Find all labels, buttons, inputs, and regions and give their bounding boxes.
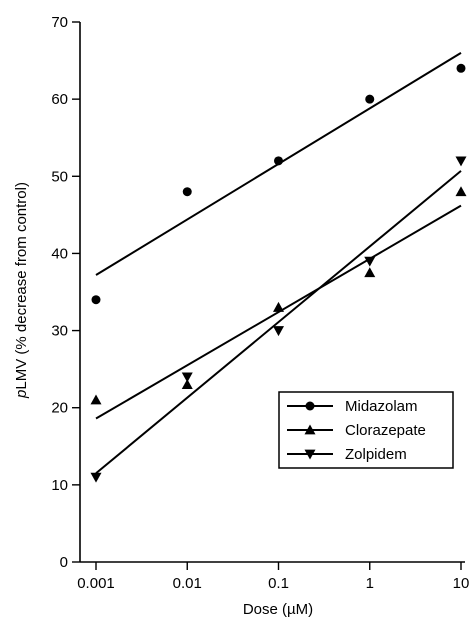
x-axis-title: Dose (µM) — [243, 601, 313, 618]
legend-label-clorazepate: Clorazepate — [345, 422, 426, 439]
fit-line-clorazepate — [95, 204, 462, 420]
y-tick-label: 10 — [51, 477, 68, 494]
data-point-midazolam — [91, 295, 101, 305]
data-point-zolpidem — [455, 156, 467, 167]
x-axis: 0.001 0.01 0.1 1 10 — [77, 561, 469, 592]
x-tick-label: 0.01 — [173, 575, 202, 592]
data-point-clorazepate — [181, 379, 193, 389]
y-axis: 0 10 20 30 40 50 60 70 — [51, 14, 81, 571]
y-tick-label: 70 — [51, 14, 68, 31]
legend-marker-zolpidem — [304, 449, 316, 460]
y-ticks: 0 10 20 30 40 50 60 70 — [51, 14, 80, 571]
y-tick-label: 60 — [51, 91, 68, 108]
x-ticks: 0.001 0.01 0.1 1 10 — [77, 562, 469, 592]
x-tick-label: 10 — [453, 575, 470, 592]
fit-line-zolpidem — [95, 170, 462, 475]
data-point-midazolam — [274, 156, 283, 166]
data-point-zolpidem — [364, 256, 376, 267]
legend-label-zolpidem: Zolpidem — [345, 446, 407, 463]
x-tick-label: 0.1 — [268, 575, 289, 592]
data-point-midazolam — [182, 187, 192, 197]
legend: Midazolam Clorazepate Zolpidem — [278, 391, 454, 469]
legend-items: Midazolam Clorazepate Zolpidem — [287, 398, 426, 463]
data-point-clorazepate — [364, 267, 376, 278]
y-tick-label: 40 — [51, 245, 68, 262]
data-point-clorazepate — [90, 394, 102, 405]
data-markers — [90, 63, 467, 483]
y-axis-title-italic: p — [13, 390, 30, 399]
y-tick-label: 20 — [51, 400, 68, 417]
legend-label-midazolam: Midazolam — [345, 398, 418, 415]
y-tick-label: 50 — [51, 168, 68, 185]
legend-marker-midazolam — [305, 401, 315, 411]
data-point-midazolam — [365, 94, 375, 104]
y-tick-label: 0 — [60, 554, 68, 571]
data-point-zolpidem — [273, 326, 284, 337]
y-axis-title: pLMV (% decrease from control) — [13, 182, 30, 399]
data-point-clorazepate — [455, 186, 467, 197]
data-point-clorazepate — [273, 301, 284, 312]
data-point-zolpidem — [90, 472, 102, 483]
x-tick-label: 0.001 — [77, 575, 115, 592]
x-tick-label: 1 — [366, 575, 374, 592]
data-point-zolpidem — [181, 372, 193, 383]
data-point-midazolam — [456, 63, 466, 73]
y-tick-label: 30 — [51, 323, 68, 340]
y-axis-title-rest: LMV (% decrease from control) — [13, 182, 30, 390]
legend-marker-clorazepate — [304, 424, 316, 435]
